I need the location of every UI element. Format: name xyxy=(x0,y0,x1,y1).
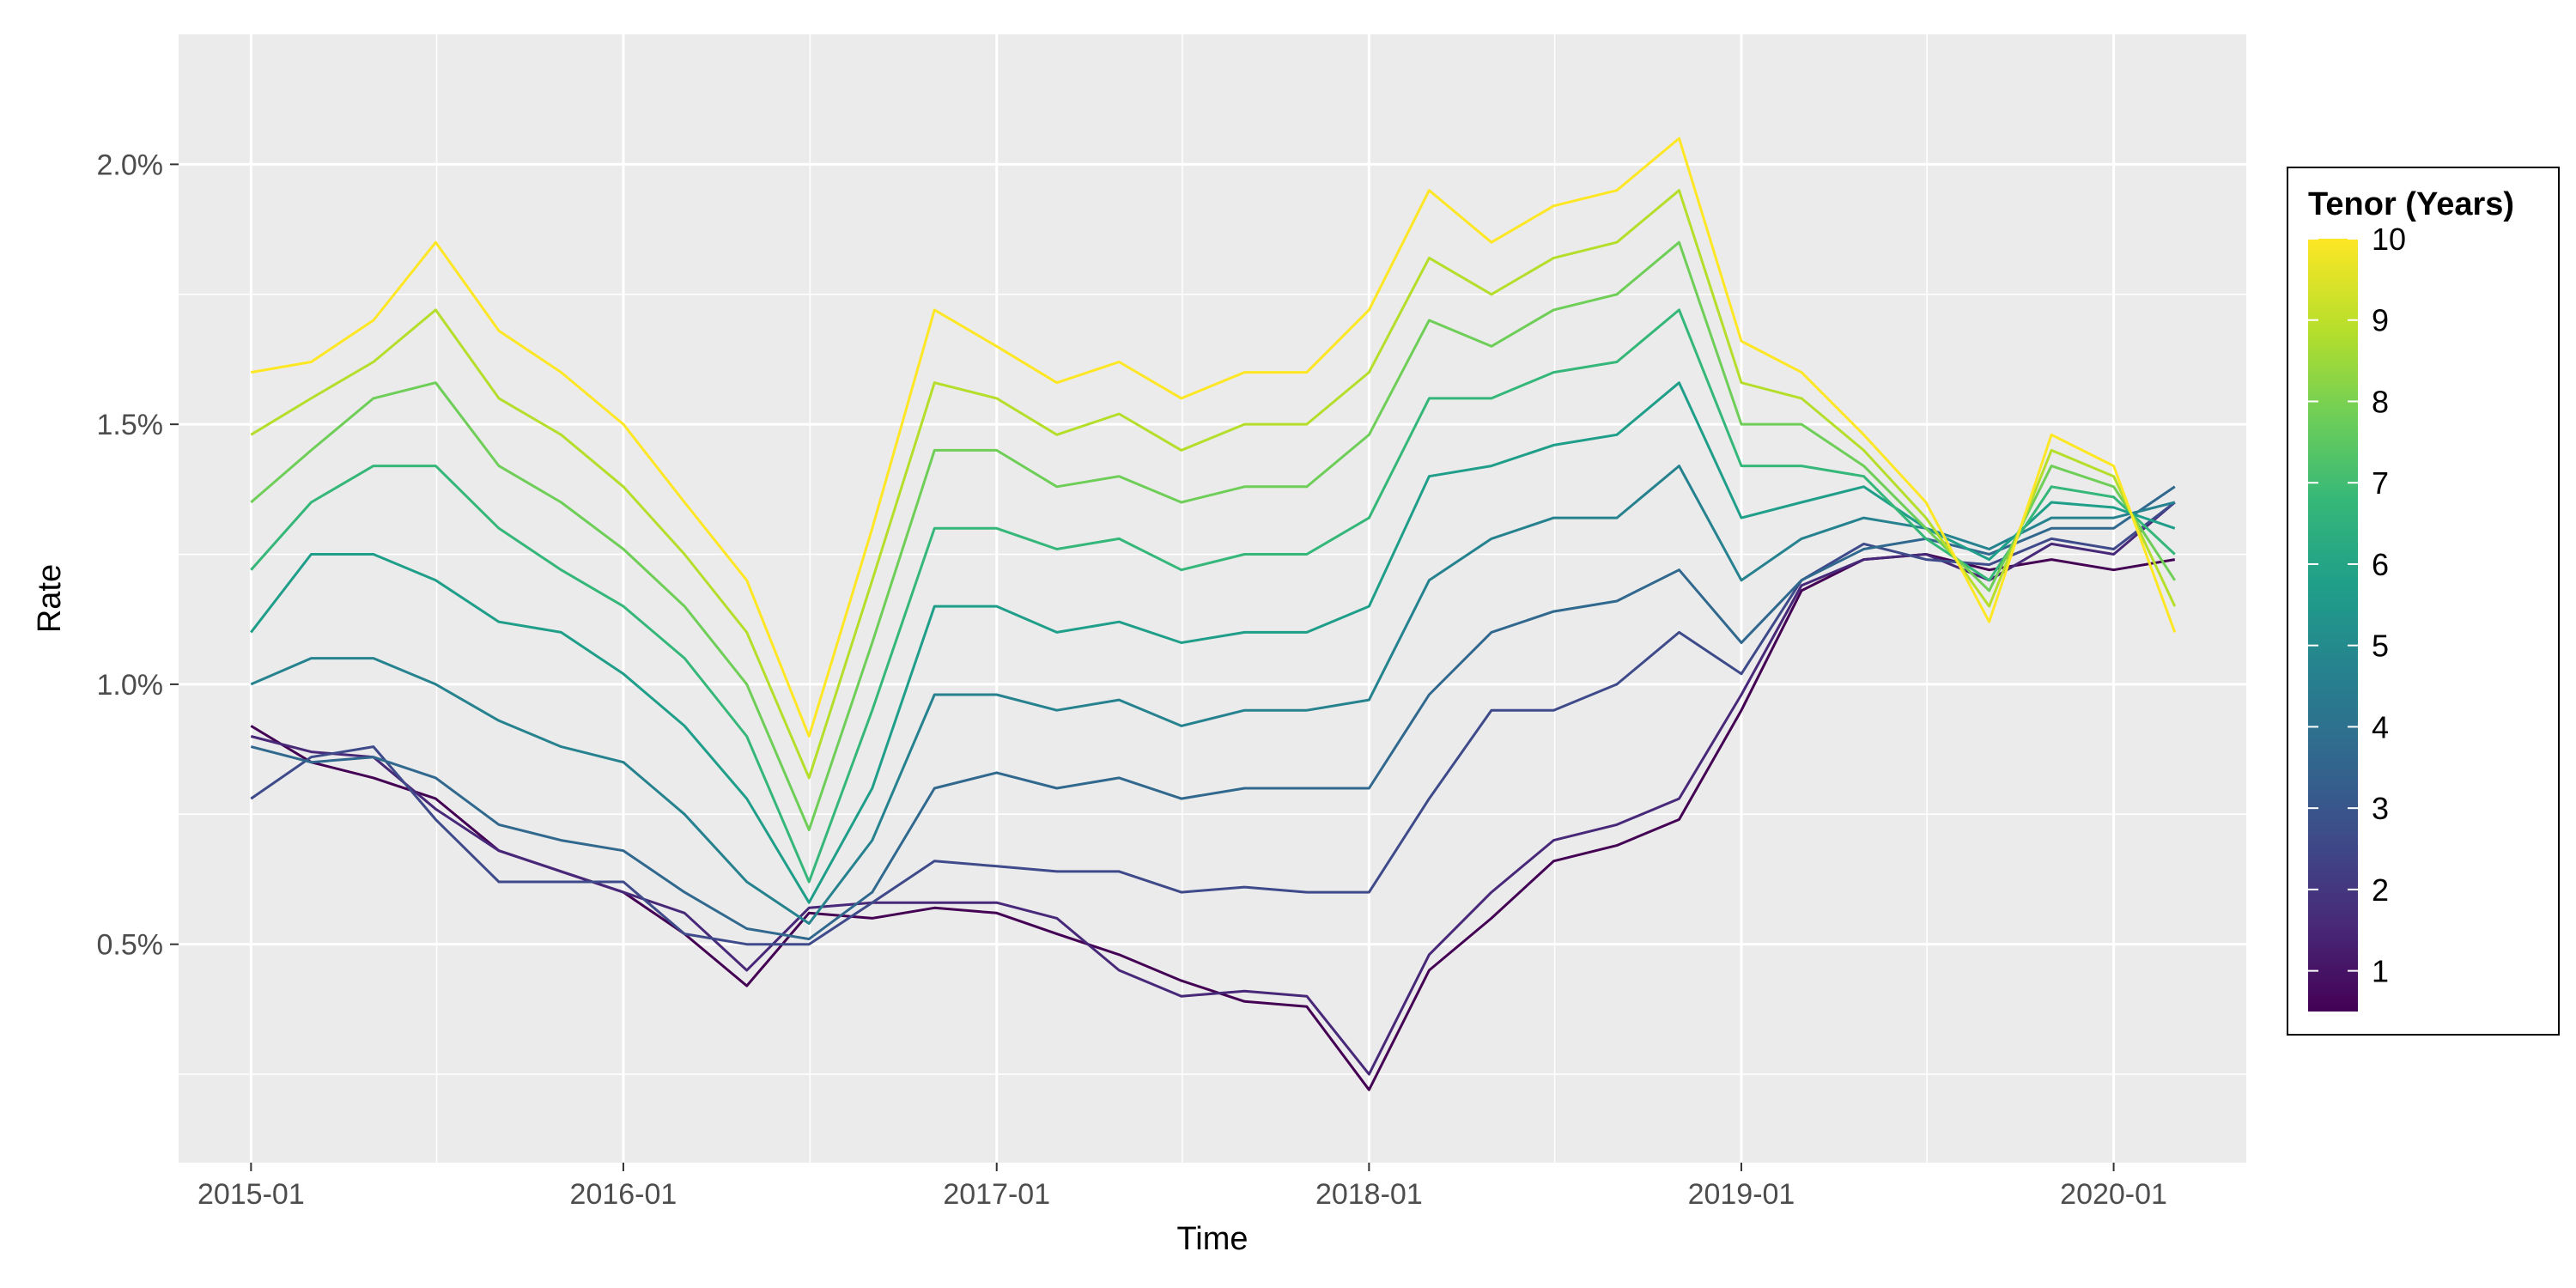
x-tick-label: 2017-01 xyxy=(943,1178,1050,1211)
legend-label: 1 xyxy=(2372,954,2389,989)
legend-ticks: 10 9 8 7 6 5 4 3 2 1 xyxy=(2308,222,2406,989)
y-tick-label: 2.0% xyxy=(97,149,164,181)
series-lines xyxy=(250,137,2177,1091)
series-line-tenor-10 xyxy=(251,137,2177,738)
legend-title: Tenor (Years) xyxy=(2308,186,2514,222)
series-line-tenor-7 xyxy=(250,308,2176,884)
legend-colorbar xyxy=(2308,239,2358,1012)
series-line-tenor-5 xyxy=(250,465,2176,925)
y-axis: 0.5% 1.0% 1.5% 2.0% xyxy=(97,149,179,962)
x-tick-label: 2018-01 xyxy=(1315,1178,1423,1211)
x-tick-label: 2020-01 xyxy=(2060,1178,2167,1211)
legend-label: 9 xyxy=(2372,303,2389,338)
x-axis-title: Time xyxy=(1176,1221,1248,1257)
y-axis-title: Rate xyxy=(32,564,68,633)
x-tick-label: 2019-01 xyxy=(1688,1178,1795,1211)
legend-label: 3 xyxy=(2372,791,2389,826)
legend-label: 7 xyxy=(2372,465,2389,501)
series-line-tenor-9 xyxy=(250,189,2177,780)
legend-label: 8 xyxy=(2372,384,2389,419)
legend-label: 10 xyxy=(2372,222,2406,257)
series-line-tenor-8 xyxy=(250,240,2177,831)
series-line-tenor-6 xyxy=(250,381,2176,904)
x-tick-label: 2015-01 xyxy=(197,1178,305,1211)
x-axis: 2015-01 2016-01 2017-01 2018-01 2019-01 2020-… xyxy=(197,1163,2167,1211)
x-tick-label: 2016-01 xyxy=(570,1178,677,1211)
plot-panel xyxy=(179,34,2246,1163)
gridlines xyxy=(179,34,2246,1163)
y-tick-label: 1.0% xyxy=(97,669,164,702)
legend-label: 5 xyxy=(2372,629,2389,664)
series-line-tenor-2 xyxy=(250,501,2176,1076)
y-tick-label: 0.5% xyxy=(97,929,164,962)
legend-label: 4 xyxy=(2372,709,2389,744)
y-tick-label: 1.5% xyxy=(97,409,164,441)
legend-label: 2 xyxy=(2372,872,2389,908)
legend-label: 6 xyxy=(2372,547,2389,582)
legend: Tenor (Years) 10 9 8 7 6 5 4 3 2 1 xyxy=(2287,167,2560,1036)
series-line-tenor-3 xyxy=(250,501,2176,946)
series-line-tenor-4 xyxy=(250,485,2176,941)
